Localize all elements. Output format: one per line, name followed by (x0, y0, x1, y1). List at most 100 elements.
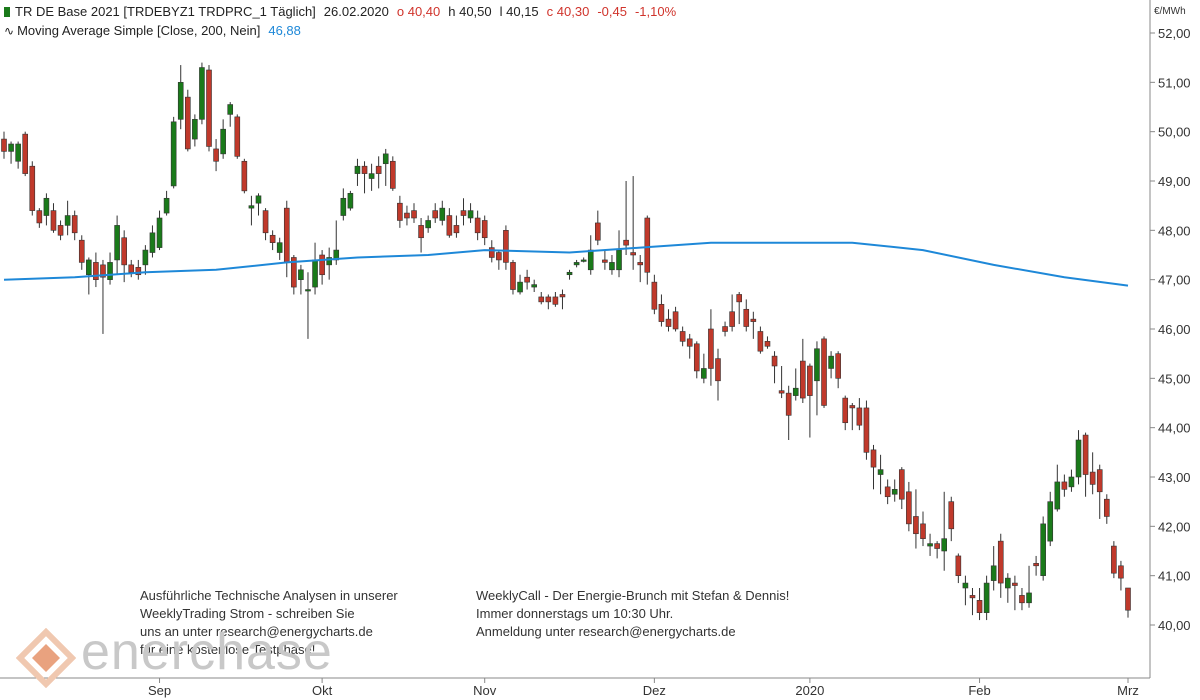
candle (884, 479, 891, 505)
candle-body (545, 296, 552, 303)
indicator-label: Moving Average Simple [Close, 200, Nein] (17, 23, 261, 38)
candle-body (913, 516, 919, 535)
candle-body (213, 148, 219, 162)
candle-body (390, 160, 396, 189)
candle (184, 89, 191, 152)
candle-body (269, 234, 276, 243)
x-tick-label: 2020 (795, 683, 824, 698)
x-tick-label: Feb (968, 683, 990, 698)
candle-body (1118, 565, 1124, 579)
candle (913, 489, 919, 549)
candle-body (948, 501, 955, 530)
candle (1082, 432, 1089, 497)
candle-body (983, 582, 990, 613)
candle-body (559, 294, 566, 298)
candle-body (580, 259, 587, 262)
candle (439, 200, 446, 226)
candle-body (36, 210, 43, 224)
candle-body (347, 193, 354, 209)
candle-body (828, 355, 834, 369)
candle (15, 141, 21, 169)
candle-body (298, 269, 304, 280)
candle (1089, 452, 1096, 495)
candle-body (78, 239, 85, 263)
candle-body (283, 207, 290, 263)
candle-body (1125, 587, 1131, 611)
candle (517, 274, 523, 295)
y-tick-label: 45,00 (1158, 371, 1191, 386)
candle-body (835, 353, 841, 379)
candle (927, 533, 933, 556)
candle (510, 259, 516, 295)
candle-body (142, 249, 149, 266)
candle (807, 363, 813, 438)
note-line: Anmeldung unter research@energycharts.de (476, 624, 736, 639)
wave-icon: ∿ (4, 24, 15, 38)
candle (955, 553, 962, 584)
candle (326, 247, 332, 280)
candle (269, 230, 276, 251)
candle-body (305, 289, 311, 292)
candle (1012, 575, 1018, 611)
candle (114, 215, 120, 275)
candle (651, 274, 658, 315)
candle-body (29, 165, 36, 211)
candle (255, 193, 262, 216)
candle (100, 259, 106, 334)
candle-body (679, 331, 686, 342)
candle (1103, 494, 1110, 524)
candle-body (1054, 481, 1061, 510)
candle-body (425, 220, 431, 229)
candle-body (1026, 592, 1032, 604)
candle-body (276, 242, 283, 253)
candle-body (630, 252, 636, 256)
candle (693, 341, 700, 379)
candle-body (736, 294, 742, 303)
note-line: Immer donnerstags um 10:30 Uhr. (476, 606, 674, 621)
candle-body (715, 358, 721, 382)
x-tick-label: Mrz (1117, 683, 1139, 698)
candle-body (807, 365, 813, 396)
candle-body (531, 284, 537, 288)
candle (425, 215, 431, 233)
candle (778, 366, 785, 399)
candle (580, 257, 587, 263)
candle-body (163, 197, 170, 214)
candle-body (57, 225, 64, 236)
candle-body (573, 262, 580, 266)
candle (771, 351, 778, 384)
candle-body (722, 326, 728, 332)
candle-body (121, 237, 127, 266)
candle (206, 65, 212, 152)
candle-body (432, 210, 439, 219)
candle (213, 139, 219, 172)
candle-body (354, 165, 361, 174)
candle-body (785, 392, 792, 416)
candle (57, 220, 64, 241)
candle (990, 546, 997, 591)
candle (750, 311, 757, 339)
candle-body (898, 469, 905, 500)
candle (602, 250, 608, 270)
candle-body (743, 308, 750, 327)
series-marker-icon (4, 7, 10, 17)
candle (623, 181, 629, 255)
candle-body (884, 486, 891, 498)
candle-body (418, 225, 424, 239)
candle (941, 491, 948, 571)
y-tick-label: 40,00 (1158, 618, 1191, 633)
candle (64, 200, 71, 236)
candle (418, 218, 424, 253)
candle (149, 225, 156, 258)
candle-body (792, 387, 799, 396)
candle-body (1005, 577, 1011, 589)
candle-body (361, 165, 368, 174)
candle-body (439, 207, 446, 221)
candle-body (411, 210, 417, 219)
candle-body (199, 67, 205, 120)
candle (1068, 469, 1075, 492)
candle-body (22, 133, 29, 174)
candle-body (107, 262, 113, 280)
candle (686, 333, 693, 359)
